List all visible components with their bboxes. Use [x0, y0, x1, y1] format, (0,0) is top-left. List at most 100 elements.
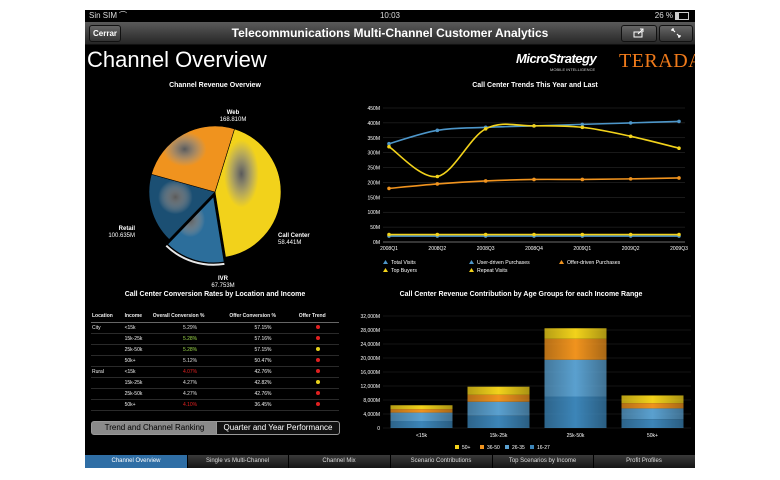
bar-segment-50+[interactable]: [544, 328, 607, 339]
line-point-repeat-visits[interactable]: [532, 124, 536, 128]
y-tick-label: 20,000M: [361, 356, 380, 362]
table-row: 15k-25k 4.27% 42.82%: [91, 377, 339, 389]
toggle-quarter-year-performance[interactable]: Quarter and Year Performance: [216, 421, 340, 435]
pie-slice-web[interactable]: [214, 128, 282, 258]
bar-segment-36-50[interactable]: [621, 403, 684, 409]
line-point-offer-driven-purchases[interactable]: [435, 182, 440, 186]
bar-segment-26-35[interactable]: [467, 401, 530, 416]
title-bar: Cerrar Telecommunications Multi-Channel …: [85, 22, 695, 45]
pie-value-label: 168.810M: [220, 117, 247, 123]
legend-swatch: [455, 445, 459, 449]
battery-icon: [675, 11, 689, 20]
income-cell: 15k-25k: [123, 377, 152, 389]
location-cell: Rural: [91, 366, 124, 378]
trend-indicator-icon: [316, 380, 321, 384]
trend-indicator-icon: [316, 325, 321, 329]
line-point-repeat-visits[interactable]: [677, 146, 681, 150]
location-cell: [91, 333, 124, 345]
line-point-repeat-visits[interactable]: [483, 127, 488, 131]
bar-segment-50+[interactable]: [467, 386, 530, 395]
offer-trend-cell: [297, 355, 339, 367]
bar-segment-50+[interactable]: [621, 395, 684, 404]
line-point-top-buyers[interactable]: [580, 232, 585, 237]
bar-segment-26-35[interactable]: [544, 359, 607, 397]
trend-indicator-icon: [316, 358, 321, 362]
offer-conversion-cell: 42.76%: [228, 366, 298, 378]
line-point-top-buyers[interactable]: [677, 232, 681, 237]
line-point-offer-driven-purchases[interactable]: [628, 177, 633, 181]
bar-segment-36-50[interactable]: [467, 394, 530, 402]
tab-channel-mix[interactable]: Channel Mix: [288, 455, 391, 468]
expand-button[interactable]: [659, 25, 693, 42]
table-row: 50k+ 4.10% 36.45%: [91, 399, 339, 411]
bar-segment-16-27[interactable]: [467, 415, 530, 428]
overall-conversion-cell: 4.10%: [151, 399, 229, 411]
legend-swatch: [505, 445, 509, 449]
y-tick-label: 450M: [367, 106, 380, 112]
line-point-offer-driven-purchases[interactable]: [387, 186, 391, 191]
line-point-total-visits[interactable]: [435, 128, 440, 133]
pie-slice-ivr[interactable]: [148, 173, 216, 240]
revenue-contribution-bar-chart[interactable]: 0 4,000M 8,000M 12,000M 16,000M 20,000M 24,000…: [347, 300, 695, 454]
line-point-repeat-visits[interactable]: [628, 134, 633, 139]
bar-segment-36-50[interactable]: [544, 338, 607, 360]
share-button[interactable]: [621, 25, 657, 42]
line-point-repeat-visits[interactable]: [580, 125, 585, 130]
tablet-screen: Sin SIM ⌒ 10:03 26 % Cerrar Telecommunic…: [85, 10, 695, 468]
line-chart-title: Call Center Trends This Year and Last: [472, 82, 598, 89]
x-tick-label: 2009Q3: [670, 246, 688, 252]
line-point-offer-driven-purchases[interactable]: [483, 179, 488, 183]
toggle-trend-channel-ranking[interactable]: Trend and Channel Ranking: [91, 421, 218, 435]
offer-conversion-cell: 50.47%: [228, 355, 298, 367]
offer-trend-cell: [297, 399, 339, 411]
line-point-total-visits[interactable]: [387, 141, 391, 146]
bar-segment-16-27[interactable]: [621, 419, 684, 428]
line-point-offer-driven-purchases[interactable]: [580, 177, 585, 182]
tab-top-scenarios-by-income[interactable]: Top Scenarios by Income: [492, 455, 594, 468]
offer-conversion-cell: 57.16%: [228, 333, 298, 345]
offer-conversion-cell: 42.82%: [228, 377, 298, 389]
y-tick-label: 100M: [367, 210, 380, 216]
legend-label: 26-35: [512, 445, 525, 451]
income-cell: 50k+: [123, 399, 152, 411]
bar-segment-16-27[interactable]: [390, 421, 453, 428]
y-tick-label: 28,000M: [361, 328, 380, 334]
column-header: Overall Conversion %: [151, 310, 229, 323]
call-center-trends-line-chart[interactable]: 0M 50M 100M 150M 200M 250M 300M 350M 400M 450M 200…: [347, 92, 695, 292]
offer-trend-cell: [297, 388, 339, 400]
bar-segment-26-35[interactable]: [621, 408, 684, 420]
line-point-offer-driven-purchases[interactable]: [677, 176, 681, 180]
table-title: Call Center Conversion Rates by Location…: [124, 291, 306, 298]
bar-segment-36-50[interactable]: [390, 409, 453, 413]
legend-swatch: [469, 268, 474, 272]
line-point-top-buyers[interactable]: [628, 232, 633, 237]
line-point-total-visits[interactable]: [677, 119, 681, 124]
bar-segment-16-27[interactable]: [544, 396, 607, 429]
line-point-offer-driven-purchases[interactable]: [532, 177, 536, 182]
bar-segment-26-35[interactable]: [390, 412, 453, 421]
pie-slice-retail[interactable]: [151, 125, 235, 193]
pie-slice-call-center[interactable]: [167, 196, 225, 264]
tab-scenario-contributions[interactable]: Scenario Contributions: [390, 455, 493, 468]
line-point-total-visits[interactable]: [628, 121, 633, 125]
line-point-top-buyers[interactable]: [532, 232, 536, 237]
tab-single-vs-multi-channel[interactable]: Single vs Multi-Channel: [187, 455, 289, 468]
line-point-top-buyers[interactable]: [387, 232, 391, 237]
line-point-repeat-visits[interactable]: [387, 144, 391, 149]
table-row: 15k-25k 5.28% 57.16%: [91, 333, 339, 345]
line-point-top-buyers[interactable]: [483, 232, 488, 237]
y-tick-label: 150M: [367, 195, 380, 201]
tab-channel-overview[interactable]: Channel Overview: [85, 455, 188, 468]
table-row: 25k-50k 4.27% 42.76%: [91, 388, 339, 400]
line-point-repeat-visits[interactable]: [435, 174, 440, 179]
share-icon: [633, 28, 644, 38]
offer-trend-cell: [297, 344, 339, 356]
y-tick-label: 4,000M: [363, 412, 380, 418]
tab-profit-profiles[interactable]: Profit Profiles: [626, 458, 662, 464]
line-point-total-visits[interactable]: [580, 122, 585, 127]
close-button[interactable]: Cerrar: [89, 25, 121, 42]
line-point-top-buyers[interactable]: [435, 232, 440, 237]
bar-segment-50+[interactable]: [390, 405, 453, 410]
offer-trend-cell: [297, 366, 339, 378]
